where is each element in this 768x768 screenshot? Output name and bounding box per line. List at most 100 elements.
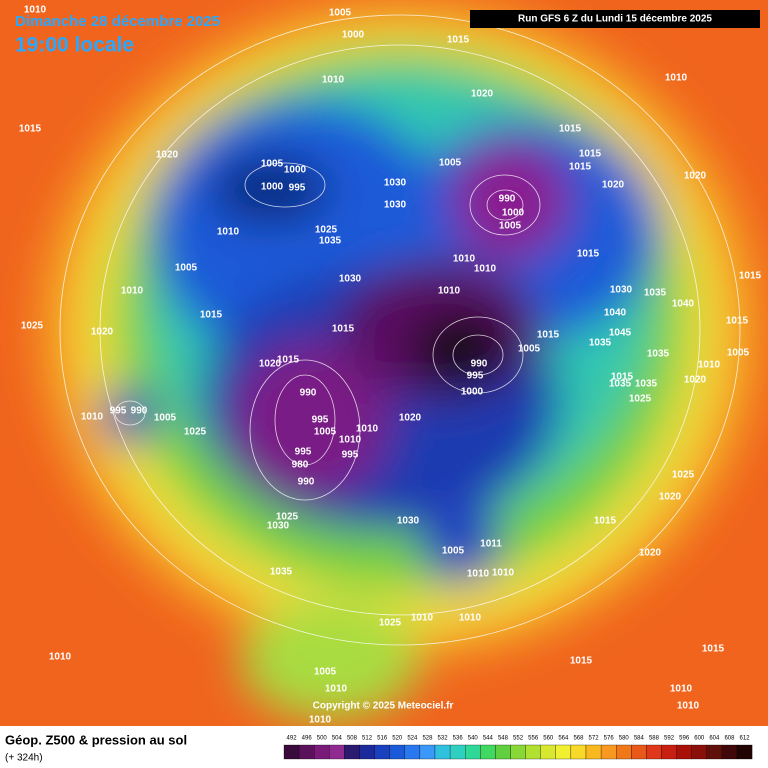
date-title: Dimanche 28 décembre 2025 <box>15 13 220 30</box>
pressure-label: 1010 <box>322 75 345 86</box>
pressure-label: 1005 <box>499 221 522 232</box>
pressure-label: 1010 <box>492 568 515 579</box>
colorbar-label: 556 <box>528 736 539 742</box>
pressure-label: 990 <box>499 194 516 205</box>
pressure-label: 1030 <box>384 200 407 211</box>
pressure-label: 1030 <box>267 521 290 532</box>
colorbar-swatch <box>344 744 360 760</box>
pressure-label: 1015 <box>570 656 593 667</box>
pressure-label: 1015 <box>569 162 592 173</box>
pressure-label: 1020 <box>259 359 282 370</box>
pressure-label: 1010 <box>325 684 348 695</box>
pressure-label: 1025 <box>184 427 207 438</box>
colorbar-swatch <box>283 744 300 760</box>
colorbar-label: 492 <box>287 736 298 742</box>
pressure-label: 1015 <box>579 149 602 160</box>
colorbar-swatch <box>404 744 421 760</box>
colorbar-swatch <box>465 744 481 760</box>
pressure-label: 1005 <box>314 667 337 678</box>
colorbar-swatch <box>721 744 738 760</box>
pressure-label: 1015 <box>19 124 42 135</box>
colorbar-swatch <box>329 744 345 760</box>
colorbar-label: 568 <box>573 736 584 742</box>
colorbar-swatch <box>449 744 466 760</box>
colorbar-label: 504 <box>332 736 343 742</box>
pressure-label: 995 <box>295 447 312 458</box>
pressure-label: 1030 <box>384 178 407 189</box>
pressure-label: 1010 <box>438 286 461 297</box>
pressure-label: 1000 <box>261 182 284 193</box>
pressure-label: 1010 <box>670 684 693 695</box>
colorbar-label: 520 <box>392 736 403 742</box>
pressure-label: 1010 <box>459 613 482 624</box>
pressure-label: 1025 <box>21 321 44 332</box>
pressure-label: 1040 <box>672 299 695 310</box>
pressure-label: 1035 <box>589 338 612 349</box>
pressure-label: 1015 <box>332 324 355 335</box>
pressure-label: 1030 <box>610 285 633 296</box>
pressure-label: 1000 <box>461 387 484 398</box>
pressure-label: 990 <box>471 359 488 370</box>
pressure-label: 1025 <box>672 470 695 481</box>
colorbar-swatch <box>419 744 436 760</box>
colorbar-label: 596 <box>679 736 690 742</box>
pressure-label: 995 <box>312 415 329 426</box>
pressure-label: 1020 <box>602 180 625 191</box>
pressure-label: 1030 <box>339 274 362 285</box>
pressure-label: 1025 <box>276 512 299 523</box>
pressure-label: 1015 <box>611 372 634 383</box>
colorbar-swatch <box>525 744 541 760</box>
pressure-label: 1035 <box>647 349 670 360</box>
pressure-label: 1015 <box>702 644 725 655</box>
pressure-label: 1000 <box>502 208 525 219</box>
pressure-label: 1015 <box>559 124 582 135</box>
colorbar-label: 548 <box>498 736 509 742</box>
pressure-label: 1005 <box>329 8 352 19</box>
colorbar-label: 524 <box>407 736 418 742</box>
colorbar-label: 516 <box>377 736 388 742</box>
time-title: 19:00 locale <box>15 34 134 57</box>
colorbar-swatch <box>434 744 451 760</box>
colorbar-swatch <box>298 744 315 760</box>
pressure-label: 1005 <box>154 413 177 424</box>
pressure-label: 1040 <box>604 308 627 319</box>
colorbar-label: 612 <box>740 736 751 742</box>
colorbar-swatch <box>600 744 617 760</box>
colorbar-swatch <box>359 744 375 760</box>
colorbar-swatch <box>555 744 572 760</box>
colorbar-swatch <box>314 744 330 760</box>
colorbar-swatch <box>570 744 587 760</box>
pressure-label: 1010 <box>474 264 497 275</box>
pressure-label: 1010 <box>49 652 72 663</box>
pressure-label: 1035 <box>319 236 342 247</box>
colorbar-label: 580 <box>619 736 630 742</box>
pressure-label: 1030 <box>397 516 420 527</box>
pressure-label: 1020 <box>471 89 494 100</box>
pressure-label: 995 <box>342 450 359 461</box>
colorbar-swatch <box>616 744 632 760</box>
pressure-label: 1010 <box>81 412 104 423</box>
colorbar-swatch <box>706 744 723 760</box>
colorbar-label: 508 <box>347 736 358 742</box>
colorbar-label: 500 <box>317 736 328 742</box>
colorbar-label: 588 <box>649 736 660 742</box>
colorbar-swatch <box>691 744 707 760</box>
colorbar-swatch <box>480 744 496 760</box>
pressure-label: 1005 <box>727 348 750 359</box>
colorbar-swatch <box>585 744 602 760</box>
pressure-label: 1015 <box>277 355 300 366</box>
colorbar-label: 584 <box>634 736 645 742</box>
pressure-label: 1015 <box>726 316 749 327</box>
pressure-label: 1035 <box>635 379 658 390</box>
colorbar-label: 512 <box>362 736 373 742</box>
pressure-label: 990 <box>131 406 148 417</box>
pressure-label: 1010 <box>121 286 144 297</box>
pressure-label: 1011 <box>480 539 502 550</box>
colorbar-swatch <box>510 744 526 760</box>
pressure-label: 1020 <box>91 327 114 338</box>
pressure-label: 1025 <box>629 394 652 405</box>
pressure-label: 995 <box>467 371 484 382</box>
colorbar-swatch <box>736 744 753 760</box>
pressure-label: 1010 <box>411 613 434 624</box>
